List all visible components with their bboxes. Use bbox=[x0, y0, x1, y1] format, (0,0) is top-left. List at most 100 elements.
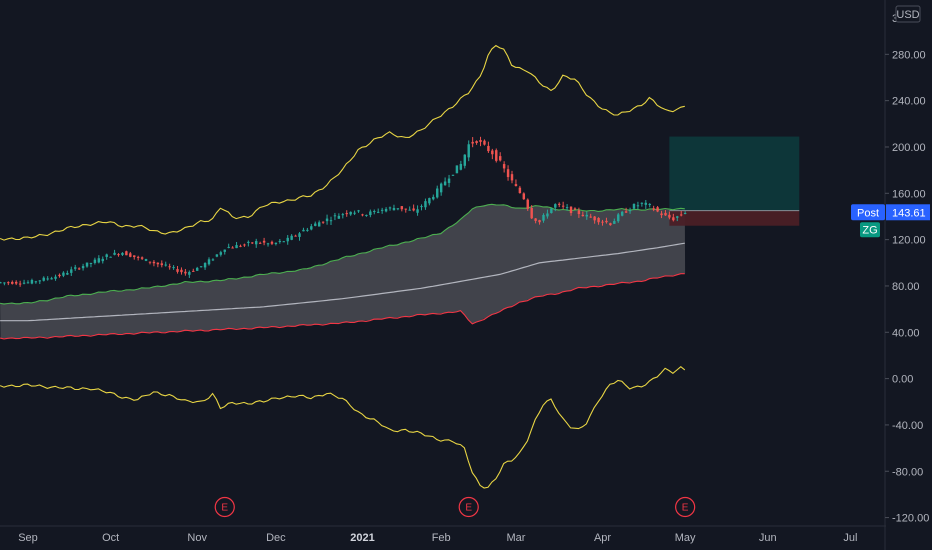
candle-body[interactable] bbox=[538, 220, 541, 223]
candle-body[interactable] bbox=[152, 261, 156, 264]
candle-body[interactable] bbox=[266, 243, 270, 245]
candle-body[interactable] bbox=[392, 208, 396, 211]
candle-body[interactable] bbox=[542, 214, 545, 221]
candle-body[interactable] bbox=[314, 223, 317, 226]
candle-body[interactable] bbox=[384, 208, 388, 212]
candle-body[interactable] bbox=[620, 211, 624, 216]
candle-body[interactable] bbox=[278, 240, 282, 242]
candle-body[interactable] bbox=[62, 272, 65, 276]
candle-body[interactable] bbox=[70, 269, 73, 273]
candle-body[interactable] bbox=[0, 282, 2, 284]
candle-body[interactable] bbox=[613, 220, 616, 224]
candle-body[interactable] bbox=[632, 204, 636, 209]
candle-body[interactable] bbox=[282, 241, 285, 243]
indicator-tag[interactable] bbox=[860, 222, 880, 238]
candle-body[interactable] bbox=[7, 282, 10, 284]
candle-body[interactable] bbox=[74, 267, 77, 269]
candle-body[interactable] bbox=[81, 266, 85, 269]
candle-body[interactable] bbox=[510, 174, 514, 181]
candle-body[interactable] bbox=[258, 242, 262, 244]
candle-body[interactable] bbox=[42, 277, 45, 281]
candle-body[interactable] bbox=[160, 263, 164, 266]
candle-body[interactable] bbox=[628, 210, 632, 212]
candle-body[interactable] bbox=[683, 212, 687, 214]
candle-body[interactable] bbox=[341, 214, 345, 216]
candle-body[interactable] bbox=[321, 221, 325, 223]
candle-body[interactable] bbox=[644, 202, 648, 205]
candle-body[interactable] bbox=[184, 271, 187, 274]
candle-body[interactable] bbox=[369, 211, 372, 216]
candle-body[interactable] bbox=[203, 262, 207, 268]
candle-body[interactable] bbox=[459, 163, 463, 170]
candle-body[interactable] bbox=[597, 218, 600, 223]
candle-body[interactable] bbox=[306, 229, 309, 231]
time-axis[interactable]: Sep Oct Nov Dec 2021 Feb Mar Apr May Jun Jul bbox=[0, 525, 886, 544]
candle-body[interactable] bbox=[89, 263, 93, 265]
candle-body[interactable] bbox=[463, 154, 467, 166]
candle-body[interactable] bbox=[168, 266, 171, 268]
candle-body[interactable] bbox=[495, 150, 498, 161]
candle-body[interactable] bbox=[581, 214, 585, 217]
candle-body[interactable] bbox=[424, 201, 427, 208]
candle-body[interactable] bbox=[148, 261, 152, 263]
candle-body[interactable] bbox=[447, 178, 451, 183]
candle-body[interactable] bbox=[176, 269, 179, 272]
candle-body[interactable] bbox=[483, 140, 486, 145]
candle-body[interactable] bbox=[136, 256, 140, 258]
candle-body[interactable] bbox=[223, 249, 226, 252]
earnings-event-marker[interactable] bbox=[675, 496, 696, 518]
candle-body[interactable] bbox=[195, 267, 199, 271]
candle-body[interactable] bbox=[432, 196, 435, 200]
candle-body[interactable] bbox=[345, 213, 348, 215]
candle-body[interactable] bbox=[117, 254, 120, 256]
candle-body[interactable] bbox=[302, 229, 305, 232]
candle-body[interactable] bbox=[211, 259, 215, 261]
candle-body[interactable] bbox=[353, 212, 356, 214]
candle-body[interactable] bbox=[526, 199, 529, 209]
candle-body[interactable] bbox=[475, 141, 478, 144]
candle-body[interactable] bbox=[672, 217, 675, 221]
candle-body[interactable] bbox=[50, 278, 53, 280]
candle-body[interactable] bbox=[404, 208, 407, 210]
candle-body[interactable] bbox=[125, 251, 128, 256]
candle-body[interactable] bbox=[207, 259, 211, 265]
candle-body[interactable] bbox=[105, 254, 108, 257]
candle-body[interactable] bbox=[192, 270, 195, 272]
candle-body[interactable] bbox=[534, 218, 537, 221]
candle-body[interactable] bbox=[636, 205, 640, 207]
candle-body[interactable] bbox=[109, 256, 112, 258]
currency-badge[interactable] bbox=[895, 5, 921, 23]
candle-body[interactable] bbox=[609, 223, 612, 226]
candle-body[interactable] bbox=[129, 253, 132, 257]
candle-body[interactable] bbox=[144, 259, 148, 261]
candle-body[interactable] bbox=[215, 254, 219, 257]
candle-body[interactable] bbox=[656, 207, 659, 212]
candle-body[interactable] bbox=[558, 203, 561, 205]
candle-body[interactable] bbox=[255, 241, 258, 245]
candle-body[interactable] bbox=[251, 242, 254, 244]
candle-body[interactable] bbox=[514, 184, 518, 187]
candle-body[interactable] bbox=[164, 264, 167, 266]
candle-body[interactable] bbox=[487, 145, 490, 152]
candle-body[interactable] bbox=[66, 272, 69, 275]
candle-body[interactable] bbox=[77, 268, 81, 270]
candle-body[interactable] bbox=[290, 235, 293, 240]
candle-body[interactable] bbox=[522, 193, 526, 200]
candle-body[interactable] bbox=[231, 247, 234, 249]
candle-body[interactable] bbox=[243, 244, 246, 246]
candle-body[interactable] bbox=[26, 282, 30, 284]
candle-body[interactable] bbox=[3, 282, 6, 284]
candle-body[interactable] bbox=[294, 235, 297, 237]
candle-body[interactable] bbox=[58, 274, 61, 277]
candle-body[interactable] bbox=[34, 281, 38, 283]
candle-body[interactable] bbox=[640, 202, 644, 204]
candle-body[interactable] bbox=[325, 218, 329, 222]
candle-body[interactable] bbox=[471, 141, 474, 144]
candle-body[interactable] bbox=[652, 208, 655, 210]
candle-body[interactable] bbox=[561, 205, 565, 207]
candle-body[interactable] bbox=[365, 214, 368, 216]
candle-body[interactable] bbox=[247, 241, 250, 243]
candle-body[interactable] bbox=[30, 279, 34, 284]
candle-body[interactable] bbox=[97, 258, 101, 263]
candle-body[interactable] bbox=[140, 257, 144, 259]
